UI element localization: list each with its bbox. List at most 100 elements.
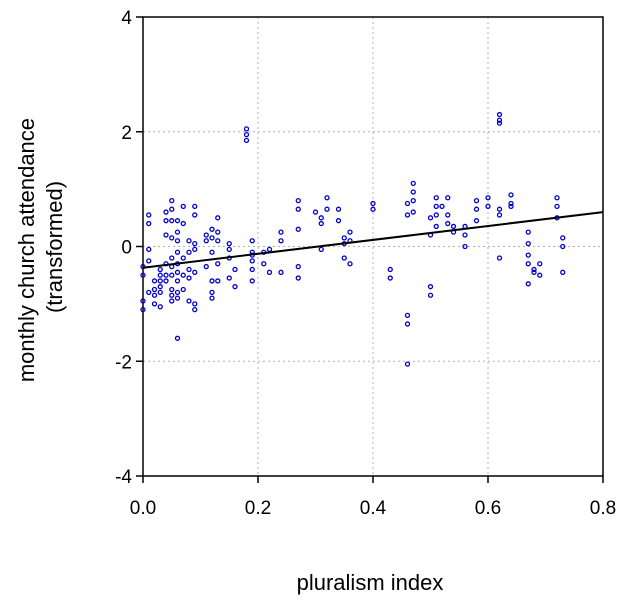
data-point [163, 232, 169, 238]
data-point [554, 195, 560, 201]
data-point [215, 261, 221, 267]
data-point [157, 266, 163, 273]
data-point [341, 235, 347, 241]
data-point [169, 292, 175, 298]
data-point [433, 212, 439, 218]
data-point [203, 263, 209, 270]
data-point [157, 284, 163, 290]
y-axis-title: monthly church attendance (transformed) [14, 112, 67, 382]
data-point [192, 212, 198, 218]
data-point [157, 272, 163, 278]
data-point [462, 243, 468, 250]
data-point [278, 238, 284, 244]
data-point [186, 249, 192, 255]
data-point [169, 235, 175, 241]
data-point [433, 223, 439, 230]
data-point [243, 126, 250, 132]
data-point [278, 229, 284, 235]
data-point [163, 209, 169, 215]
data-point [203, 232, 209, 238]
data-point [410, 197, 416, 204]
data-point [295, 206, 301, 212]
data-point [174, 335, 181, 341]
data-point [174, 289, 181, 296]
data-point [427, 284, 434, 290]
data-point [232, 284, 238, 290]
data-point [180, 220, 186, 227]
x-tick-label: 0.2 [245, 498, 271, 519]
data-point [318, 220, 324, 227]
data-point [473, 197, 480, 204]
y-tick-label: -2 [115, 352, 132, 373]
data-point [347, 229, 353, 235]
data-point [186, 266, 192, 273]
data-point [146, 220, 152, 227]
data-point [174, 269, 181, 275]
data-point [537, 261, 543, 267]
data-point [209, 295, 215, 301]
data-point [370, 206, 376, 212]
data-point [335, 206, 342, 212]
data-point [226, 240, 232, 247]
data-point [335, 218, 342, 224]
data-point [157, 289, 163, 296]
data-point [312, 209, 319, 215]
data-point [169, 286, 175, 293]
data-point [410, 180, 416, 187]
y-axis-title-line2: (transformed) [42, 181, 67, 313]
data-point [445, 195, 451, 201]
data-point [410, 189, 416, 195]
data-point [186, 298, 192, 304]
data-point [560, 243, 566, 250]
x-tick-label: 0.8 [590, 498, 616, 519]
data-point [140, 272, 146, 278]
data-point [485, 203, 491, 209]
data-point [215, 215, 221, 221]
data-point [157, 304, 163, 310]
data-point [531, 266, 537, 273]
data-point [192, 306, 198, 313]
data-point [531, 269, 537, 275]
data-point [174, 218, 181, 224]
data-point [496, 255, 503, 261]
x-tick-label: 0.6 [475, 498, 501, 519]
data-point [174, 229, 181, 235]
data-point [174, 295, 181, 301]
data-point [473, 218, 480, 224]
data-point [146, 246, 152, 253]
data-point [169, 272, 175, 278]
data-point [192, 246, 198, 253]
data-point [226, 246, 232, 253]
data-point [169, 197, 175, 204]
data-point [226, 275, 232, 281]
data-point [169, 218, 175, 224]
data-point [485, 195, 491, 201]
data-point [554, 203, 560, 209]
data-point [508, 203, 514, 209]
data-point [295, 226, 301, 232]
data-point [151, 286, 158, 293]
data-point [169, 206, 175, 212]
data-point [209, 278, 215, 284]
data-point [157, 278, 163, 284]
data-point [203, 238, 209, 244]
x-tick-label: 0.4 [360, 498, 387, 519]
data-point [174, 238, 181, 244]
data-point [163, 272, 169, 278]
data-point [525, 229, 531, 235]
y-tick-label: 2 [121, 123, 132, 144]
data-point [169, 298, 175, 304]
data-point [209, 249, 215, 255]
data-point [174, 278, 181, 284]
data-point [215, 278, 221, 284]
axis-ticks [136, 16, 604, 483]
data-point [462, 232, 468, 238]
data-point [525, 281, 531, 287]
data-point [525, 240, 531, 247]
y-axis-title-line1: monthly church attendance [14, 118, 39, 382]
data-point [192, 301, 198, 307]
data-point [404, 312, 411, 319]
data-point [410, 209, 416, 215]
data-point [146, 289, 152, 296]
data-point [324, 195, 330, 201]
